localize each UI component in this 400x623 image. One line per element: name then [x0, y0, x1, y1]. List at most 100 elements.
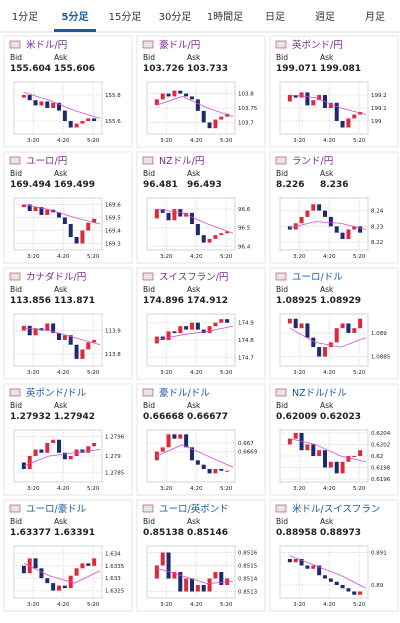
tab[interactable]: 15分足 [109, 11, 142, 23]
candle [201, 585, 206, 592]
pair-title[interactable]: NZドル/円 [159, 156, 204, 167]
candle [92, 218, 97, 223]
candle [352, 114, 357, 119]
pair-title[interactable]: ユーロ/英ポンド [159, 503, 229, 515]
y-tick-label: 0.6202 [371, 442, 390, 448]
x-tick-label: 5:20 [220, 486, 233, 492]
candle [190, 578, 194, 592]
candle [184, 434, 189, 448]
candle [207, 122, 212, 129]
tab[interactable]: 1時間足 [207, 11, 243, 23]
candle [299, 559, 304, 566]
candle [293, 559, 298, 563]
y-tick-label: 0.6204 [371, 431, 391, 437]
candle [45, 323, 50, 331]
tab-bar [0, 0, 400, 32]
pair-title[interactable]: スイスフラン/円 [159, 272, 228, 283]
x-tick-label: 3:20 [160, 602, 173, 608]
tab[interactable]: 週足 [315, 11, 335, 23]
candle [184, 578, 189, 592]
candle [172, 572, 177, 579]
tab[interactable]: 5分足 [62, 10, 90, 23]
candle [358, 591, 363, 595]
x-tick-label: 5:20 [87, 138, 100, 144]
x-tick-label: 4:20 [323, 602, 336, 608]
candle [190, 96, 194, 100]
pair-title[interactable]: 豪ドル/ドル [159, 387, 210, 399]
bid-label: Bid [143, 517, 155, 526]
pair-title[interactable]: 英ポンド/円 [292, 39, 343, 51]
bid-label: Bid [10, 517, 22, 526]
ask-label: Ask [54, 169, 68, 178]
candle [39, 568, 44, 579]
candle [195, 585, 200, 592]
pair-title[interactable]: カナダドル/円 [26, 271, 86, 283]
candle [74, 568, 79, 576]
candle [219, 572, 224, 585]
bid-label: Bid [276, 169, 288, 178]
y-tick-label: 199 [371, 119, 382, 125]
bid-label: Bid [143, 169, 155, 178]
moving-average [289, 327, 367, 348]
moving-average [23, 92, 101, 119]
pair-title[interactable]: 米ドル/円 [26, 39, 67, 51]
x-tick-label: 3:20 [293, 138, 306, 144]
candle [219, 233, 224, 236]
pair-title[interactable]: ユーロ/豪ドル [26, 503, 87, 515]
candle [160, 447, 165, 452]
ask-value: 1.63391 [54, 528, 95, 538]
candle [39, 449, 44, 453]
x-tick-label: 4:20 [57, 254, 70, 260]
moving-average [289, 555, 367, 589]
y-tick-label: 113.8 [105, 352, 121, 358]
x-tick-label: 4:20 [323, 138, 336, 144]
pair-title[interactable]: 米ドル/スイスフラン [292, 503, 380, 515]
pair-title[interactable]: ユーロ/円 [26, 156, 67, 167]
pair-title[interactable]: 豪ドル/円 [159, 39, 200, 51]
candle [213, 572, 218, 579]
x-tick-label: 5:20 [87, 254, 100, 260]
pair-title[interactable]: ユーロ/ドル [292, 272, 343, 283]
pair-title[interactable]: ランド/円 [292, 156, 333, 167]
flag [275, 272, 287, 281]
candle [160, 209, 165, 213]
candle [45, 101, 50, 108]
y-tick-label: 0.6198 [371, 466, 391, 472]
y-tick-label: 0.8515 [238, 564, 258, 570]
tab[interactable]: 日足 [265, 11, 285, 23]
flag [275, 40, 287, 49]
x-tick-label: 3:20 [293, 370, 306, 376]
moving-average [289, 221, 367, 230]
flag [275, 388, 287, 397]
ask-value: 0.62023 [320, 412, 361, 422]
pair-title[interactable]: NZドル/ドル [292, 388, 347, 399]
tab[interactable]: 1分足 [12, 11, 38, 23]
moving-average [156, 444, 234, 468]
x-tick-label: 4:20 [57, 602, 70, 608]
x-tick-label: 3:20 [160, 486, 173, 492]
bid-value: 0.85138 [143, 528, 184, 538]
candle [346, 456, 351, 462]
pair-title[interactable]: 英ポンド/ドル [26, 387, 87, 399]
candle [74, 237, 79, 244]
candle [33, 207, 38, 211]
candle [287, 318, 292, 324]
x-tick-label: 5:20 [353, 486, 366, 492]
candle [305, 210, 310, 217]
ask-label: Ask [54, 517, 68, 526]
flag [142, 504, 154, 513]
ask-value: 1.08929 [320, 296, 361, 306]
candle [317, 450, 322, 456]
tab[interactable]: 月足 [365, 11, 385, 23]
y-tick-label: 1.0885 [371, 355, 391, 361]
candle [92, 443, 97, 447]
candle [317, 95, 322, 101]
y-tick-label: 169.5 [105, 216, 121, 222]
flag [9, 388, 21, 397]
y-tick-label: 103.7 [238, 120, 254, 126]
y-tick-label: 1.633 [105, 576, 121, 582]
ask-label: Ask [187, 169, 201, 178]
tab[interactable]: 30分足 [159, 11, 192, 23]
candle [80, 121, 85, 124]
y-tick-label: 113.9 [105, 329, 121, 335]
